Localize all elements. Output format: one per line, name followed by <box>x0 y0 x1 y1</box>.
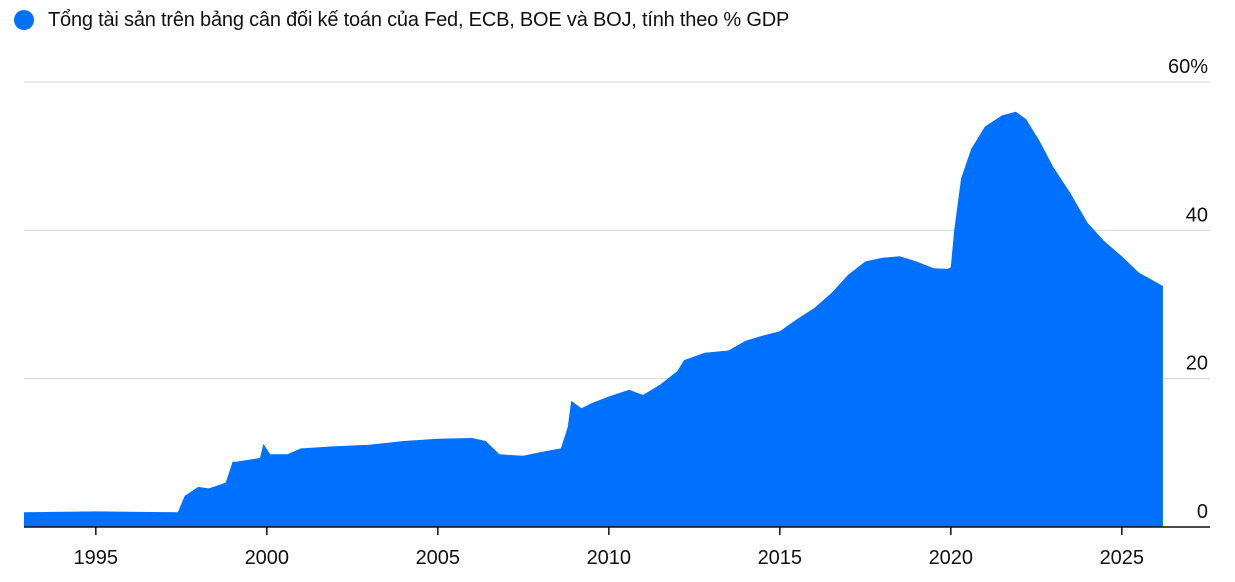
x-tick-label: 1995 <box>74 547 119 569</box>
x-tick-label: 2005 <box>416 547 461 569</box>
y-tick-labels: 0 20 40 60% <box>1168 56 1208 523</box>
x-tick-label: 2010 <box>587 547 632 569</box>
y-tick-label: 60% <box>1168 56 1208 78</box>
x-tick-label: 2020 <box>929 547 974 569</box>
x-tick-label: 2015 <box>758 547 803 569</box>
x-ticks: 1995 2000 2005 2010 2015 2020 2025 <box>74 527 1145 569</box>
legend-label: Tổng tài sản trên bảng cân đối kế toán c… <box>48 9 790 31</box>
x-tick-label: 2025 <box>1100 547 1145 569</box>
x-tick-label: 2000 <box>245 547 290 569</box>
series-area <box>24 111 1163 527</box>
legend-swatch <box>14 10 34 30</box>
legend: Tổng tài sản trên bảng cân đối kế toán c… <box>14 6 789 34</box>
y-tick-label: 0 <box>1197 501 1208 523</box>
y-tick-label: 40 <box>1186 204 1208 226</box>
y-tick-label: 20 <box>1186 353 1208 375</box>
